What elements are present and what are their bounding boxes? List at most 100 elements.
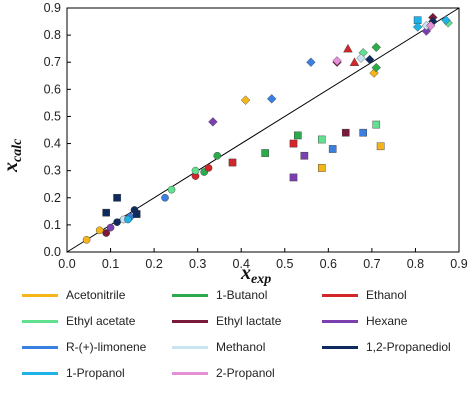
legend-label: Hexane (366, 314, 408, 328)
y-tick-label: 0.4 (44, 137, 61, 151)
1-butanol-square-point (261, 149, 269, 157)
x-tick-label: 0.6 (320, 257, 337, 271)
legend-label: 1-Propanol (66, 366, 125, 380)
legend-label: Ethyl lactate (216, 314, 282, 328)
hexane-square-point (289, 173, 298, 182)
1-2-propanediol-square-point (132, 210, 141, 218)
1-2-propanediol-square-point (113, 193, 121, 202)
acetonitrile-circle-point (82, 235, 91, 244)
x-tick-label: 0.7 (363, 257, 380, 271)
x-tick-label: 0.5 (276, 257, 293, 271)
x-tick-label: 0.8 (407, 257, 424, 271)
ethyl-lactate-square-point (341, 128, 350, 137)
1-propanol-diamond-point (412, 22, 423, 32)
legend-swatch (22, 371, 58, 375)
legend-item-ethyl-acetate: Ethyl acetate (22, 313, 135, 329)
x-tick-label: 0.9 (450, 257, 467, 271)
hexane-circle-point (106, 223, 115, 232)
y-tick-label: 0.1 (44, 218, 61, 232)
legend-swatch (22, 293, 58, 297)
legend-label: Acetonitrile (66, 288, 126, 302)
legend-item-1-propanol: 1-Propanol (22, 365, 125, 381)
legend-swatch (172, 371, 208, 375)
ethyl-lactate-circle-point (102, 229, 110, 237)
y-tick-label: 0.5 (44, 109, 61, 123)
ethanol-circle-point (204, 164, 213, 172)
y-tick-label: 0.7 (44, 55, 61, 69)
legend-swatch (322, 319, 358, 323)
ethyl-acetate-square-point (318, 135, 326, 144)
y-tick-label: 0.0 (44, 245, 61, 259)
r-limonene-circle-point (161, 193, 169, 202)
1-2-propanediol-square-point (102, 208, 110, 217)
legend-swatch (22, 319, 58, 323)
legend-label: Ethanol (366, 288, 407, 302)
y-tick-label: 0.3 (44, 164, 61, 178)
legend-item-1-butanol: 1-Butanol (172, 287, 267, 303)
x-tick-label: 0.2 (145, 257, 162, 271)
legend-swatch (322, 345, 358, 349)
y-axis-title-main: x (0, 162, 22, 173)
y-tick-label: 0.2 (44, 191, 61, 205)
legend-swatch (172, 345, 208, 349)
1-propanol-diamond-point (441, 15, 451, 25)
x-tick-label: 0.3 (189, 257, 206, 271)
legend-label: 1,2-Propanediol (366, 340, 451, 354)
y-tick-label: 0.6 (44, 82, 61, 96)
2-propanol-diamond-point (332, 56, 342, 66)
legend-swatch (172, 293, 208, 297)
x-tick-label: 0.1 (102, 257, 119, 271)
legend-swatch (22, 345, 58, 349)
y-tick-label: 0.9 (44, 1, 61, 15)
legend: Acetonitrile 1-Butanol Ethanol Ethyl acetat… (0, 286, 474, 403)
legend-label: Ethyl acetate (66, 314, 136, 328)
legend-item-ethanol: Ethanol (322, 287, 407, 303)
legend-swatch (322, 293, 358, 297)
legend-item-hexane: Hexane (322, 313, 407, 329)
x-axis-title-sub: exp (251, 272, 271, 287)
r-limonene-square-point (359, 128, 367, 137)
2-propanol-diamond-point (426, 20, 436, 31)
x-axis-title-main: x (240, 262, 251, 284)
ethyl-acetate-square-point (372, 120, 381, 129)
ethanol-triangle-point (343, 43, 353, 53)
ethanol-square-point (228, 158, 237, 167)
x-tick-label: 0.0 (58, 257, 75, 271)
1-2-propanediol-circle-point (113, 218, 121, 226)
acetonitrile-diamond-point (240, 95, 251, 105)
legend-label: R-(+)-limonene (66, 340, 147, 354)
y-tick-label: 0.8 (44, 28, 61, 42)
1-2-propanediol-diamond-point (365, 54, 375, 65)
legend-label: 2-Propanol (216, 366, 275, 380)
legend-item-acetonitrile: Acetonitrile (22, 287, 125, 303)
acetonitrile-square-point (376, 142, 385, 151)
hexane-square-point (300, 151, 309, 160)
legend-label: 1-Butanol (216, 288, 268, 302)
x-axis-title: xexp (240, 262, 271, 287)
axis-ticks: 0.0 0.1 0.2 0.3 0.4 0.5 0.6 0.7 0.8 0.9 0.0 0.1 0.2 0… (44, 1, 468, 271)
1-propanol-circle-point (124, 215, 132, 224)
data-points (82, 12, 453, 244)
1-butanol-diamond-point (371, 62, 381, 73)
legend-item-2-propanol: 2-Propanol (172, 365, 275, 381)
hexane-diamond-point (421, 26, 432, 36)
ethanol-triangle-point (349, 57, 360, 66)
1-butanol-square-point (294, 131, 302, 140)
y-axis-title-sub: calc (10, 138, 25, 162)
legend-item-ethyl-lactate: Ethyl lactate (172, 313, 281, 329)
1-butanol-circle-point (213, 151, 222, 160)
ethyl-acetate-circle-point (167, 185, 176, 194)
ethanol-square-point (289, 139, 298, 148)
methanol-diamond-point (356, 53, 366, 63)
legend-item-methanol: Methanol (172, 339, 265, 355)
acetonitrile-circle-point (95, 226, 104, 235)
1-butanol-diamond-point (371, 42, 381, 52)
r-limonene-square-point (328, 145, 337, 153)
ethyl-acetate-circle-point (191, 166, 200, 175)
acetonitrile-square-point (318, 164, 326, 172)
hexane-diamond-point (208, 117, 218, 127)
y-axis-title: xcalc (0, 138, 25, 173)
legend-swatch (172, 319, 208, 323)
legend-label: Methanol (216, 340, 266, 354)
r-limonene-diamond-point (267, 94, 277, 104)
